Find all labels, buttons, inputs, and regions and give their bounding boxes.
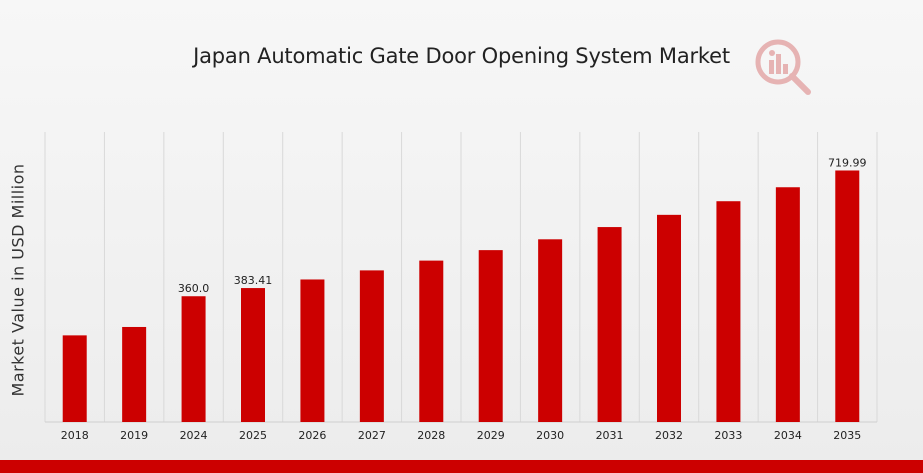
bar-2018 [62,335,87,422]
bar-2029 [478,250,503,422]
bar-2032 [657,214,681,422]
bar-2031 [597,227,622,422]
bar-2026 [300,279,325,422]
bar-2035 [835,170,860,422]
x-tick-2019: 2019 [120,429,148,442]
x-tick-2025: 2025 [239,429,267,442]
bar-2024 [181,296,206,422]
x-tick-2026: 2026 [298,429,326,442]
x-tick-2035: 2035 [833,429,861,442]
bar-2028 [419,260,444,422]
chart-title: Japan Automatic Gate Door Opening System… [193,44,730,68]
x-tick-2032: 2032 [655,429,683,442]
bar-2033 [716,201,741,422]
footer-accent-bar [0,460,923,473]
data-label-2025: 383.41 [234,274,273,287]
bar-2025 [241,288,265,422]
bar-2019 [122,326,147,422]
bar-chart-magnifier-icon [752,36,814,98]
x-tick-2031: 2031 [596,429,624,442]
x-tick-2018: 2018 [61,429,89,442]
x-tick-2027: 2027 [358,429,386,442]
x-tick-2034: 2034 [774,429,802,442]
x-tick-2033: 2033 [714,429,742,442]
x-tick-2028: 2028 [417,429,445,442]
bar-2027 [359,270,384,422]
data-label-2035: 719.99 [828,156,867,169]
data-label-2024: 360.0 [178,282,210,295]
bar-2030 [538,239,563,422]
x-tick-2024: 2024 [180,429,208,442]
bar-2034 [775,187,800,422]
x-tick-2030: 2030 [536,429,564,442]
x-tick-2029: 2029 [477,429,505,442]
